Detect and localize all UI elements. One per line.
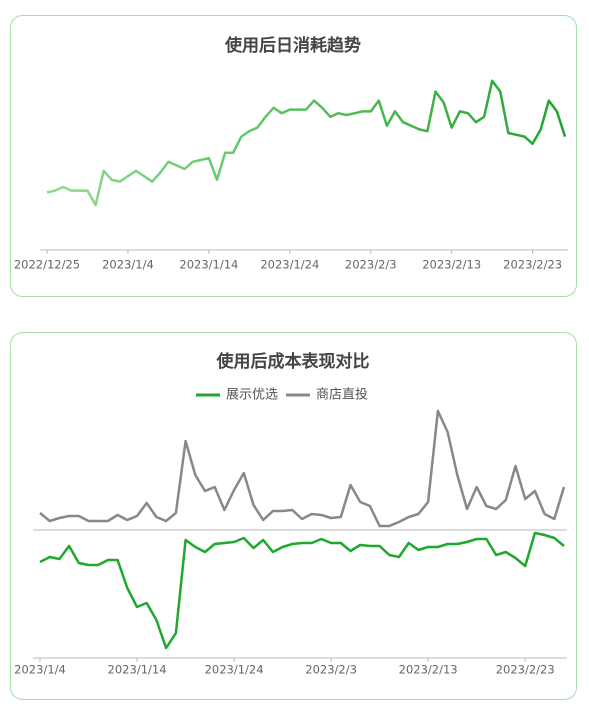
x-tick-label: 2023/2/3: [345, 258, 397, 272]
x-tick-label: 2023/1/24: [205, 663, 264, 677]
line: [39, 409, 566, 528]
x-tick-label: 2023/1/14: [108, 663, 167, 677]
x-tick-label: 2023/1/4: [102, 258, 154, 272]
card: [10, 332, 577, 700]
x-tick-label: 2023/2/13: [422, 258, 481, 272]
x-tick-label: 2023/1/24: [260, 258, 319, 272]
x-tick-label: 2023/2/3: [305, 663, 357, 677]
chart-title: 使用后成本表现对比: [216, 351, 370, 372]
chart-title: 使用后日消耗趋势: [224, 35, 361, 56]
x-tick-label: 2023/1/14: [179, 258, 238, 272]
card: [10, 15, 577, 297]
line: [39, 531, 565, 650]
x-tick-label: 2022/12/25: [14, 258, 80, 272]
x-tick-label: 2023/2/13: [399, 663, 458, 677]
legend-label: 商店直投: [316, 387, 368, 403]
line: [46, 79, 567, 207]
x-tick-label: 2023/2/23: [503, 258, 562, 272]
legend-label: 展示优选: [226, 388, 278, 403]
x-tick-label: 2023/1/4: [14, 663, 66, 677]
x-tick-label: 2023/2/23: [496, 663, 555, 677]
